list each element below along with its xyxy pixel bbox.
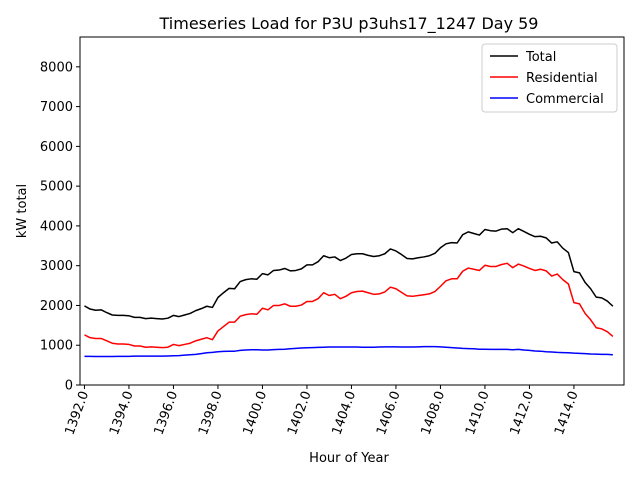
x-tick-label: 1392.0 <box>63 389 93 437</box>
x-tick-label: 1396.0 <box>152 389 182 437</box>
x-tick-label: 1404.0 <box>330 389 360 437</box>
series-line-commercial <box>84 345 613 358</box>
series-line-residential <box>84 262 614 349</box>
x-axis-label: Hour of Year <box>309 451 389 466</box>
x-tick-label: 1400.0 <box>241 389 271 437</box>
y-tick-label: 0 <box>65 379 73 394</box>
chart-title: Timeseries Load for P3U p3uhs17_1247 Day… <box>159 14 539 34</box>
x-tick-label: 1406.0 <box>374 389 404 437</box>
series-line-total <box>84 227 614 320</box>
x-tick-label: 1398.0 <box>196 389 226 437</box>
y-tick-label: 4000 <box>40 219 73 234</box>
y-axis-label: kW total <box>15 184 30 238</box>
legend: Total Residential Commercial <box>481 43 618 113</box>
x-tick-label: 1408.0 <box>419 389 449 437</box>
x-tick-label: 1410.0 <box>463 389 493 437</box>
x-tick-label: 1402.0 <box>285 389 315 437</box>
y-tick-label: 5000 <box>40 180 73 195</box>
y-tick-label: 8000 <box>40 60 73 75</box>
legend-label-residential: Residential <box>526 71 598 86</box>
series-layer <box>84 227 614 358</box>
y-tick-label: 7000 <box>40 100 73 115</box>
legend-label-commercial: Commercial <box>526 92 604 107</box>
y-tick-label: 6000 <box>40 140 73 155</box>
y-tick-label: 1000 <box>40 339 73 354</box>
x-tick-label: 1394.0 <box>107 389 137 437</box>
x-tick-label: 1414.0 <box>552 389 582 437</box>
y-tick-label: 3000 <box>40 259 73 274</box>
x-tick-label: 1412.0 <box>508 389 538 437</box>
legend-label-total: Total <box>525 50 556 65</box>
legend-box <box>481 43 618 113</box>
plot-frame <box>79 36 625 386</box>
y-tick-label: 2000 <box>40 299 73 314</box>
